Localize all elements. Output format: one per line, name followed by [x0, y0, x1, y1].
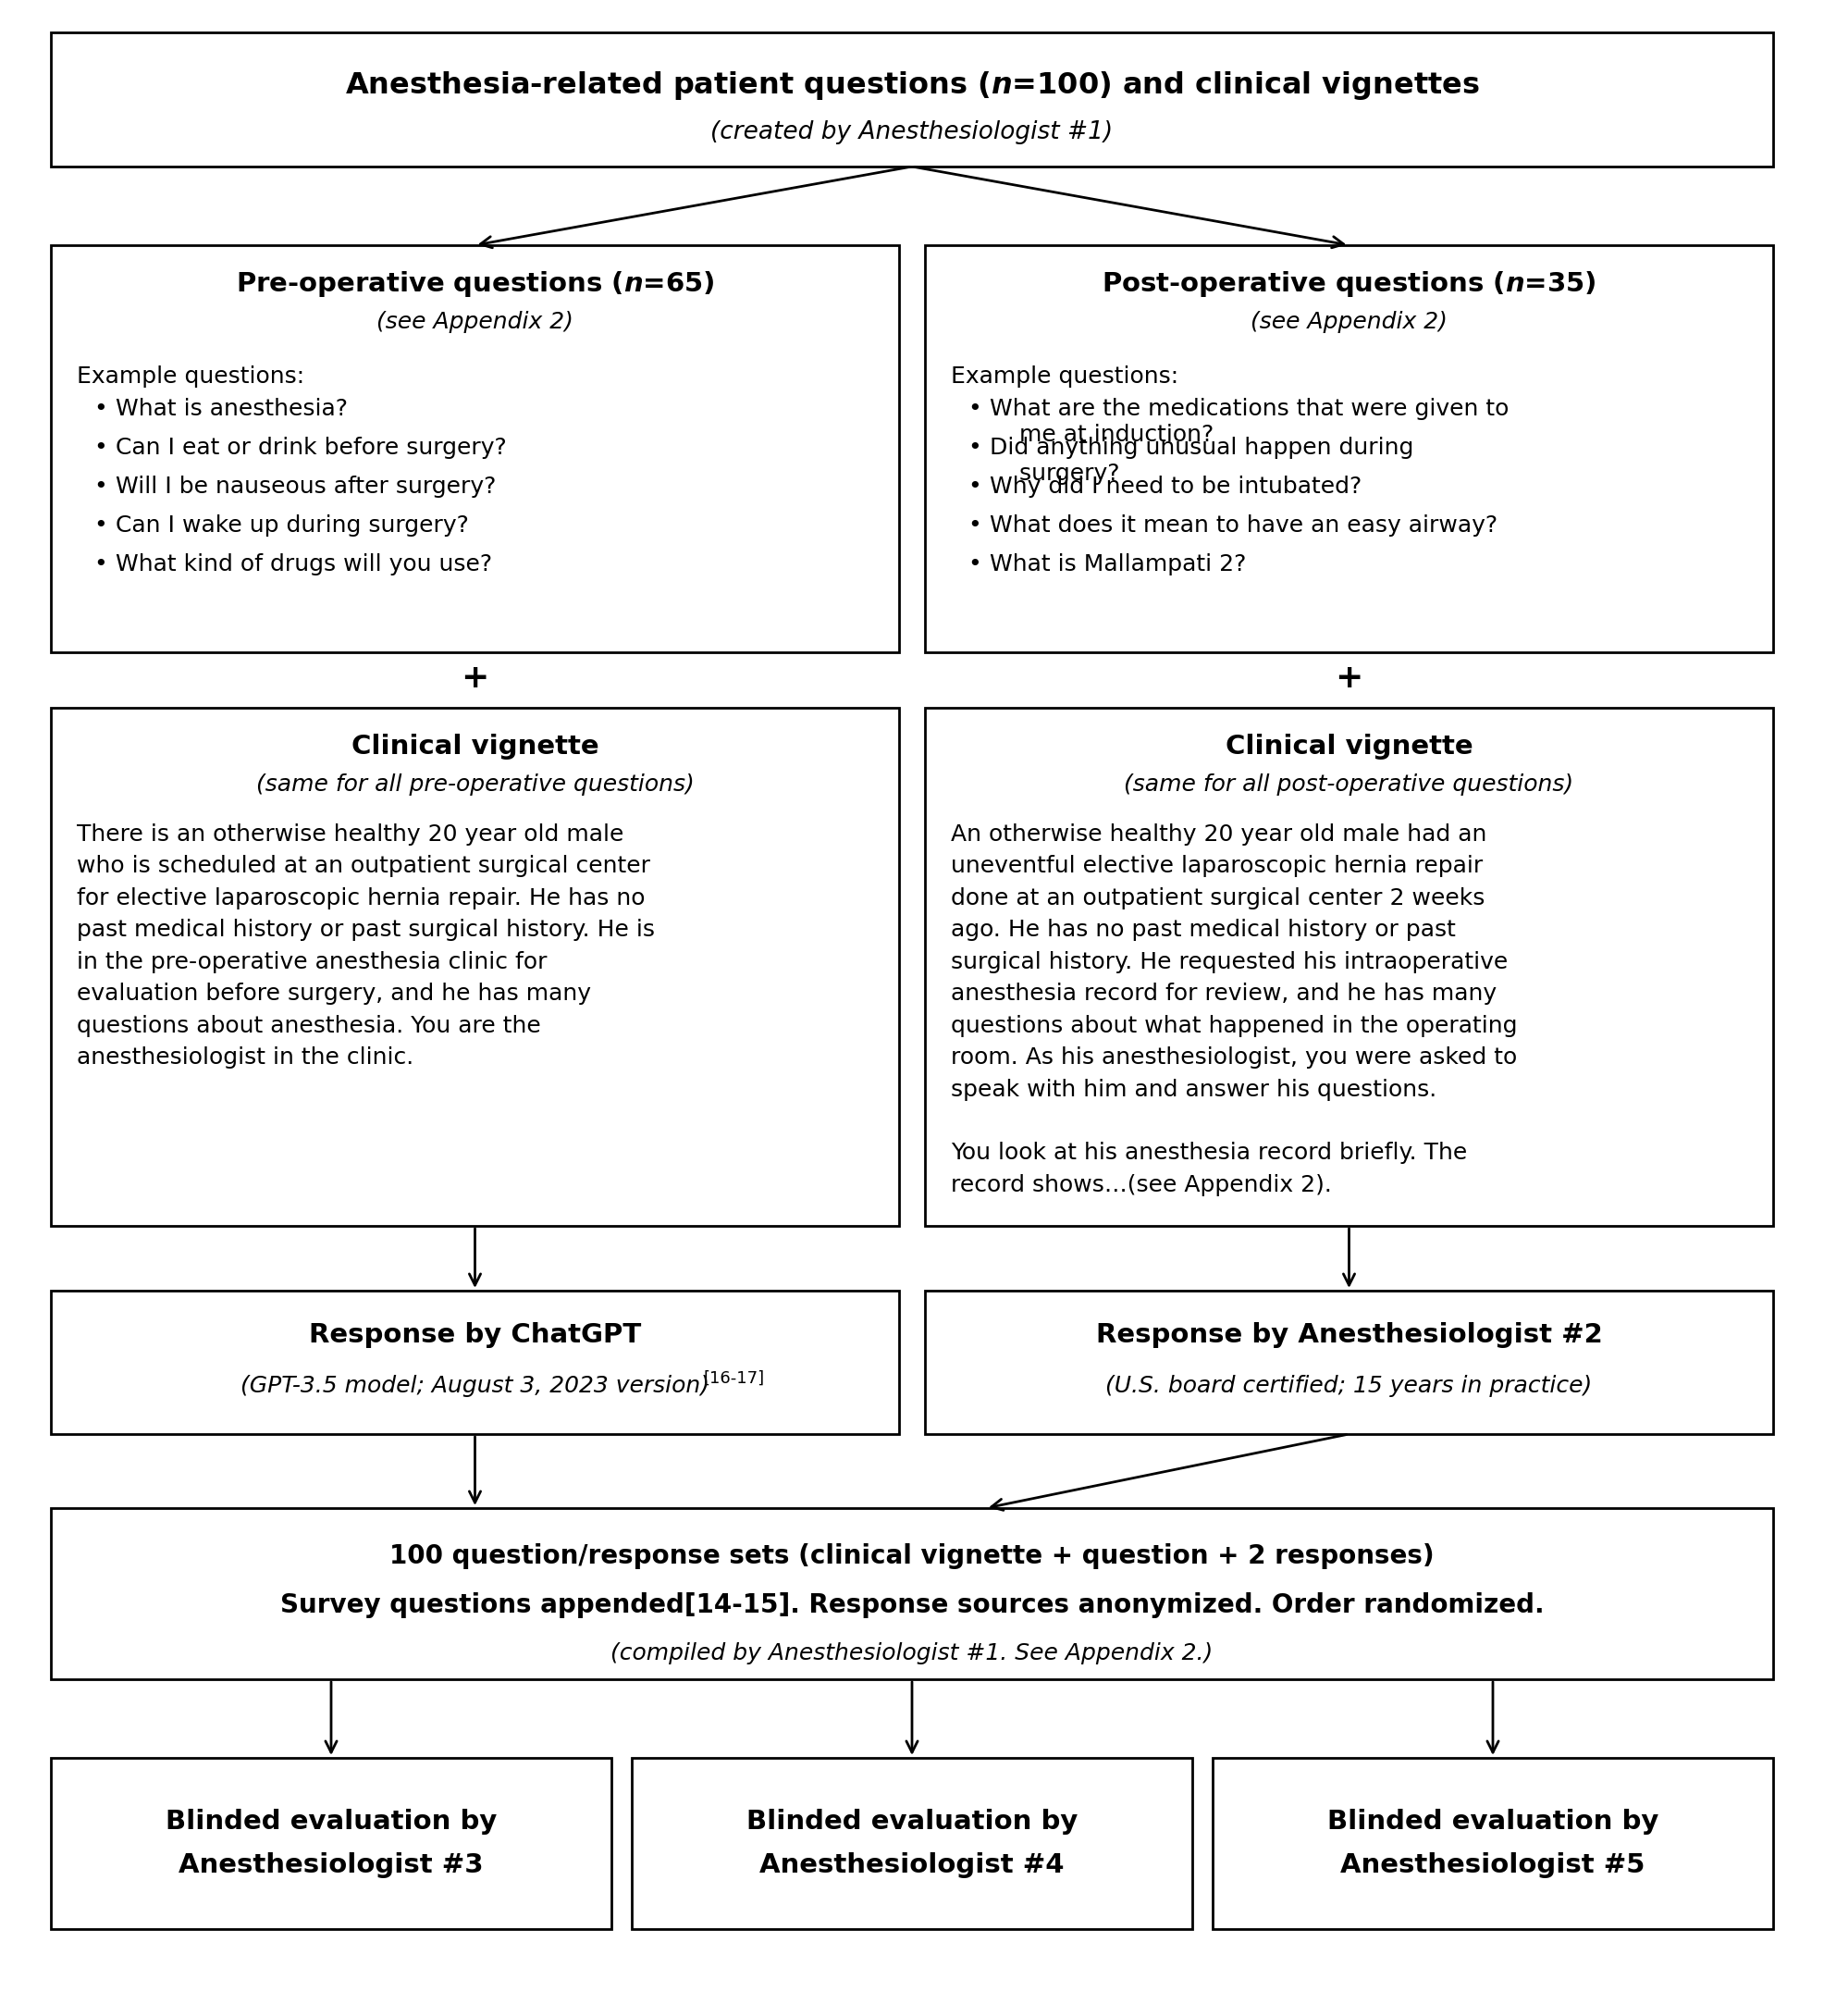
Text: What is anesthesia?: What is anesthesia? — [115, 397, 348, 419]
Text: •: • — [967, 397, 981, 419]
FancyBboxPatch shape — [631, 1758, 1193, 1929]
FancyBboxPatch shape — [51, 1758, 611, 1929]
FancyBboxPatch shape — [51, 1508, 1773, 1679]
Text: •: • — [967, 437, 981, 460]
Text: Example questions:: Example questions: — [77, 365, 305, 387]
Text: Blinded evaluation by
Anesthesiologist #5: Blinded evaluation by Anesthesiologist #… — [1328, 1808, 1658, 1879]
Text: (see Appendix 2): (see Appendix 2) — [1251, 310, 1448, 333]
FancyBboxPatch shape — [925, 708, 1773, 1226]
Text: Why did I need to be intubated?: Why did I need to be intubated? — [990, 476, 1363, 498]
Text: (created by Anesthesiologist #1): (created by Anesthesiologist #1) — [711, 121, 1113, 145]
Text: •: • — [967, 476, 981, 498]
Text: Anesthesia-related patient questions ($\bfit{n}$=100) and clinical vignettes: Anesthesia-related patient questions ($\… — [345, 69, 1479, 101]
Text: (see Appendix 2): (see Appendix 2) — [376, 310, 573, 333]
Text: What is Mallampati 2?: What is Mallampati 2? — [990, 552, 1246, 575]
Text: 100 question/response sets (clinical vignette + question + 2 responses): 100 question/response sets (clinical vig… — [390, 1542, 1434, 1568]
Text: •: • — [967, 552, 981, 575]
Text: (same for all pre-operative questions): (same for all pre-operative questions) — [255, 774, 695, 796]
Text: There is an otherwise healthy 20 year old male
who is scheduled at an outpatient: There is an otherwise healthy 20 year ol… — [77, 823, 655, 1068]
Text: •: • — [967, 514, 981, 536]
Text: Can I eat or drink before surgery?: Can I eat or drink before surgery? — [115, 437, 507, 460]
Text: •: • — [93, 514, 108, 536]
Text: An otherwise healthy 20 year old male had an
uneventful elective laparoscopic he: An otherwise healthy 20 year old male ha… — [950, 823, 1518, 1195]
Text: What does it mean to have an easy airway?: What does it mean to have an easy airway… — [990, 514, 1498, 536]
Text: (U.S. board certified; 15 years in practice): (U.S. board certified; 15 years in pract… — [1105, 1375, 1592, 1397]
Text: Blinded evaluation by
Anesthesiologist #3: Blinded evaluation by Anesthesiologist #… — [166, 1808, 496, 1879]
FancyBboxPatch shape — [51, 246, 899, 653]
Text: Will I be nauseous after surgery?: Will I be nauseous after surgery? — [115, 476, 496, 498]
FancyBboxPatch shape — [1213, 1758, 1773, 1929]
Text: Pre-operative questions ($\bfit{n}$=65): Pre-operative questions ($\bfit{n}$=65) — [235, 270, 715, 298]
Text: •: • — [93, 476, 108, 498]
Text: Survey questions appended[14-15]. Response sources anonymized. Order randomized.: Survey questions appended[14-15]. Respon… — [279, 1593, 1545, 1619]
Text: +: + — [1335, 663, 1363, 694]
Text: Example questions:: Example questions: — [950, 365, 1178, 387]
Text: Clinical vignette: Clinical vignette — [1226, 734, 1472, 760]
FancyBboxPatch shape — [925, 246, 1773, 653]
Text: Clinical vignette: Clinical vignette — [352, 734, 598, 760]
Text: [16-17]: [16-17] — [704, 1371, 764, 1387]
Text: Post-operative questions ($\bfit{n}$=35): Post-operative questions ($\bfit{n}$=35) — [1102, 270, 1596, 298]
FancyBboxPatch shape — [925, 1290, 1773, 1433]
FancyBboxPatch shape — [51, 32, 1773, 167]
Text: •: • — [93, 437, 108, 460]
Text: Did anything unusual happen during
    surgery?: Did anything unusual happen during surge… — [990, 437, 1414, 484]
Text: •: • — [93, 552, 108, 575]
Text: •: • — [93, 397, 108, 419]
Text: Can I wake up during surgery?: Can I wake up during surgery? — [115, 514, 469, 536]
FancyBboxPatch shape — [51, 708, 899, 1226]
Text: What kind of drugs will you use?: What kind of drugs will you use? — [115, 552, 492, 575]
Text: +: + — [461, 663, 489, 694]
Text: Response by Anesthesiologist #2: Response by Anesthesiologist #2 — [1096, 1322, 1601, 1349]
Text: (compiled by Anesthesiologist #1. See Appendix 2.): (compiled by Anesthesiologist #1. See Ap… — [611, 1643, 1213, 1665]
Text: What are the medications that were given to
    me at induction?: What are the medications that were given… — [990, 397, 1508, 446]
Text: (GPT-3.5 model; August 3, 2023 version): (GPT-3.5 model; August 3, 2023 version) — [241, 1375, 710, 1397]
FancyBboxPatch shape — [51, 1290, 899, 1433]
Text: Response by ChatGPT: Response by ChatGPT — [308, 1322, 640, 1349]
Text: Blinded evaluation by
Anesthesiologist #4: Blinded evaluation by Anesthesiologist #… — [746, 1808, 1078, 1879]
Text: (same for all post-operative questions): (same for all post-operative questions) — [1124, 774, 1574, 796]
